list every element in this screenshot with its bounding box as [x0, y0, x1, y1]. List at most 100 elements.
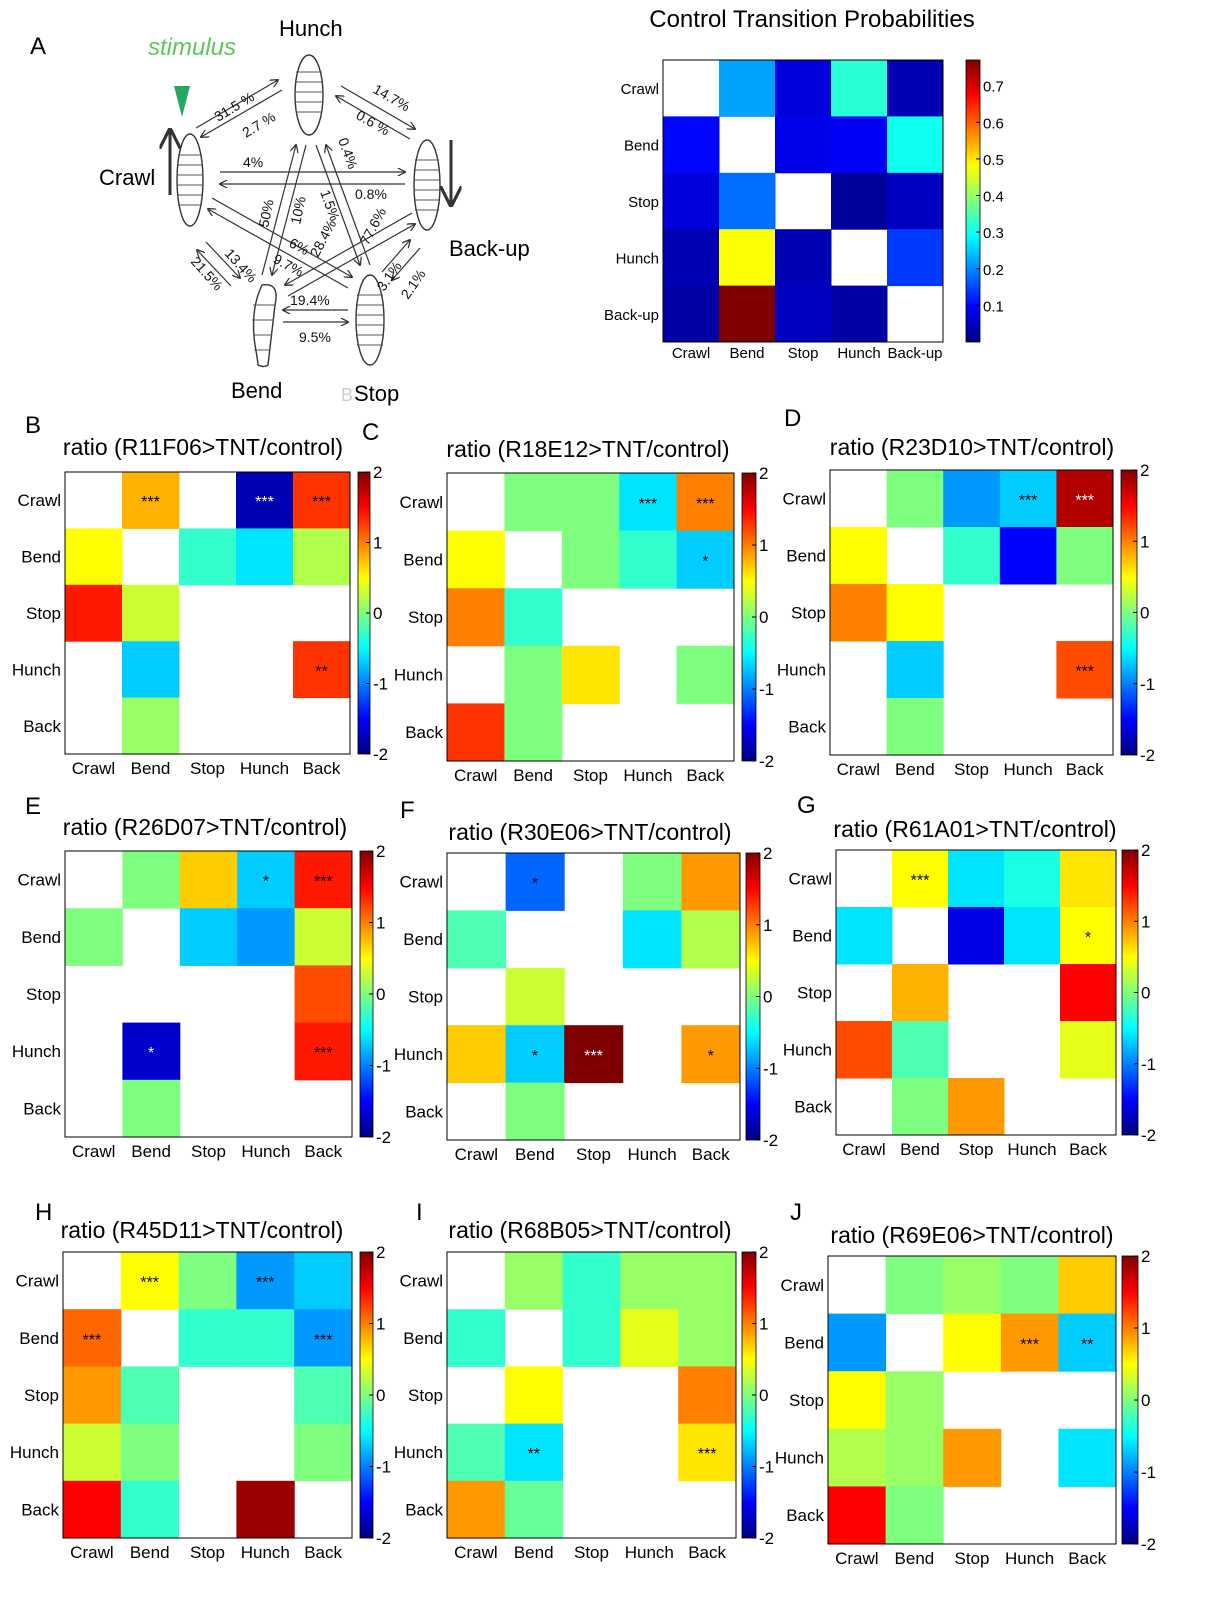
- row-tick-label: Bend: [792, 927, 832, 946]
- significance-stars: ***: [1020, 1336, 1039, 1353]
- col-tick-label: Hunch: [837, 345, 880, 362]
- behavior-label-backup: Back-up: [449, 236, 530, 261]
- heatmap-cell: [179, 528, 237, 586]
- heatmap-cell: [663, 116, 720, 174]
- panel-letter: I: [416, 1199, 423, 1226]
- colorbar-tick-label: 0: [759, 1386, 768, 1405]
- heatmap-cell: [236, 472, 294, 529]
- colorbar-tick-label: 0.1: [983, 298, 1004, 315]
- heatmap-cell: [1060, 964, 1117, 1022]
- significance-stars: ***: [698, 1446, 717, 1463]
- panel-letter: B: [25, 412, 41, 439]
- heatmap-cell: [719, 172, 776, 230]
- col-tick-label: Bend: [131, 759, 171, 778]
- col-tick-label: Bend: [895, 1549, 935, 1568]
- significance-stars: *: [1085, 930, 1091, 947]
- row-tick-label: Back: [23, 717, 61, 736]
- col-tick-label: Bend: [131, 1142, 171, 1161]
- heatmap-frame: [446, 472, 735, 762]
- col-tick-label: Back: [692, 1145, 730, 1164]
- heatmap-cell: [505, 1025, 565, 1084]
- row-tick-label: Hunch: [616, 250, 659, 267]
- heatmap-cell: [886, 641, 944, 699]
- colorbar-tick-label: -2: [763, 1131, 778, 1150]
- heatmap-cell: [886, 470, 944, 528]
- arrow-crawl-stop: [211, 197, 352, 277]
- heatmap-cell: [120, 1423, 180, 1482]
- col-tick-label: Hunch: [1005, 1549, 1054, 1568]
- colorbar-tick-label: -1: [1141, 1463, 1156, 1482]
- heatmap-cell: [719, 229, 776, 287]
- heatmap-cell: [236, 1480, 295, 1539]
- col-tick-label: Back: [304, 1543, 342, 1562]
- arrow-backup-stop: [392, 247, 421, 280]
- heatmap-cell: [178, 1309, 237, 1367]
- arrow-hunch-crawl: [201, 89, 283, 137]
- heatmap-title: ratio (R68B05>TNT/control): [448, 1217, 731, 1243]
- heatmap-frame: [829, 469, 1114, 756]
- row-tick-label: Bend: [624, 138, 659, 155]
- colorbar-tick-label: 0.4: [983, 189, 1004, 206]
- arrow-bend-crawl: [197, 250, 232, 287]
- heatmap-cell: [447, 1025, 507, 1084]
- heatmap-cell: [65, 584, 123, 642]
- col-tick-label: Hunch: [241, 1543, 290, 1562]
- larva-stop-icon: [355, 274, 385, 366]
- heatmap-cell: [1004, 850, 1061, 908]
- larva-backup-icon: [413, 139, 441, 231]
- row-tick-label: Hunch: [394, 1045, 443, 1064]
- transition-label: 50%: [255, 198, 276, 229]
- col-tick-label: Hunch: [1004, 760, 1053, 779]
- colorbar-tick-label: 2: [1141, 1247, 1150, 1266]
- transition-label: 28.4%: [307, 217, 340, 260]
- heatmap-cell: [1060, 907, 1117, 965]
- heatmap-cell: [447, 588, 505, 647]
- colorbar: [965, 59, 981, 343]
- heatmap-frame: [446, 1251, 737, 1539]
- colorbar-tick-label: 0.3: [983, 225, 1004, 242]
- row-tick-label: Back: [405, 723, 443, 742]
- row-tick-label: Bend: [403, 930, 443, 949]
- row-tick-label: Stop: [408, 608, 443, 627]
- heatmap-cell: [828, 1313, 887, 1372]
- heatmap-cell: [562, 1252, 621, 1310]
- colorbar-tick-label: 1: [373, 534, 382, 553]
- significance-stars: *: [148, 1045, 154, 1062]
- significance-stars: ***: [584, 1048, 603, 1065]
- col-tick-label: Crawl: [842, 1140, 885, 1159]
- panel-letter: F: [400, 797, 415, 824]
- row-tick-label: Back: [405, 1102, 443, 1121]
- significance-stars: ***: [256, 1275, 275, 1292]
- heatmap-cell: [294, 1022, 353, 1081]
- heatmap-cell: [836, 907, 893, 965]
- panel-a-diagram: A stimulus Hunch Crawl Back-up: [30, 16, 530, 406]
- significance-stars: *: [708, 1048, 714, 1065]
- colorbar-tick-label: 0: [763, 988, 772, 1007]
- heatmap-title: Control Transition Probabilities: [649, 6, 975, 33]
- arrow-bend-backup: [287, 224, 415, 297]
- heatmap-cell: [63, 1423, 122, 1482]
- heatmap-cell: [63, 1366, 122, 1425]
- significance-stars: ***: [696, 496, 715, 513]
- col-tick-label: Bend: [900, 1140, 940, 1159]
- heatmap-cell: [179, 908, 238, 966]
- heatmap-title: ratio (R26D07>TNT/control): [63, 814, 347, 840]
- heatmap-cell: [892, 1078, 949, 1136]
- heatmap-cell: [885, 1428, 944, 1487]
- heatmap-frame: [446, 852, 741, 1141]
- transition-label: 14.7%: [371, 81, 413, 115]
- row-tick-label: Hunch: [12, 660, 61, 679]
- col-tick-label: Stop: [190, 759, 225, 778]
- colorbar-tick-label: 2: [1140, 461, 1149, 480]
- arrow-crawl-hunch: [195, 80, 278, 129]
- heatmap-cell: [1000, 1256, 1059, 1315]
- colorbar-tick-label: 1: [376, 1315, 385, 1334]
- stimulus-arrow-icon: [174, 86, 190, 117]
- row-tick-label: Stop: [628, 194, 659, 211]
- heatmap-cell: [999, 527, 1057, 585]
- col-tick-label: Bend: [130, 1543, 170, 1562]
